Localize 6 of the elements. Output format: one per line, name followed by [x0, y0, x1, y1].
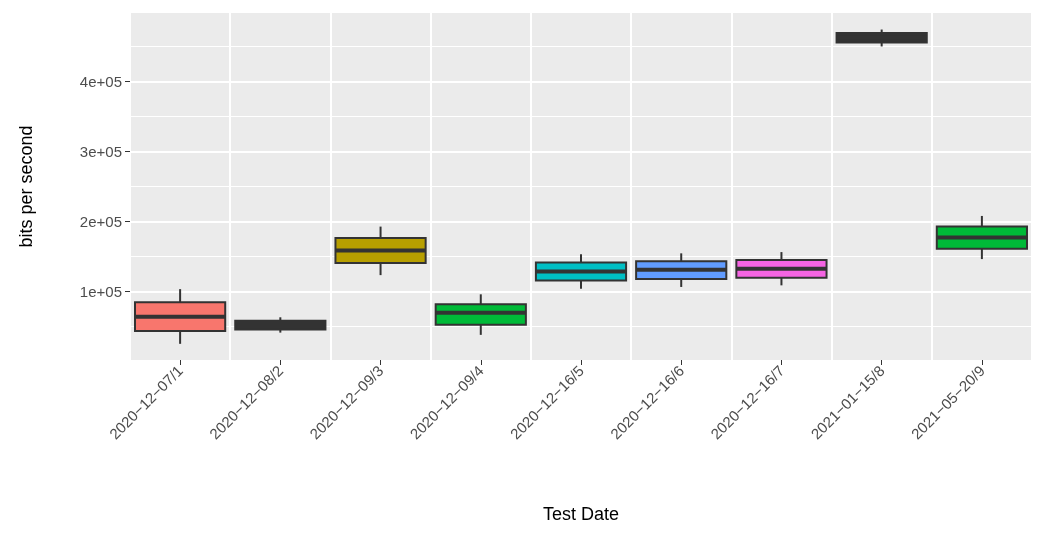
- y-tick-label: 4e+05: [79, 73, 122, 91]
- y-tick-label: 3e+05: [79, 143, 122, 161]
- x-axis-title: Test Date: [542, 504, 620, 524]
- y-axis-title: bits per second: [16, 125, 36, 248]
- y-tick-label: 1e+05: [79, 283, 122, 301]
- y-tick-label: 2e+05: [79, 213, 122, 231]
